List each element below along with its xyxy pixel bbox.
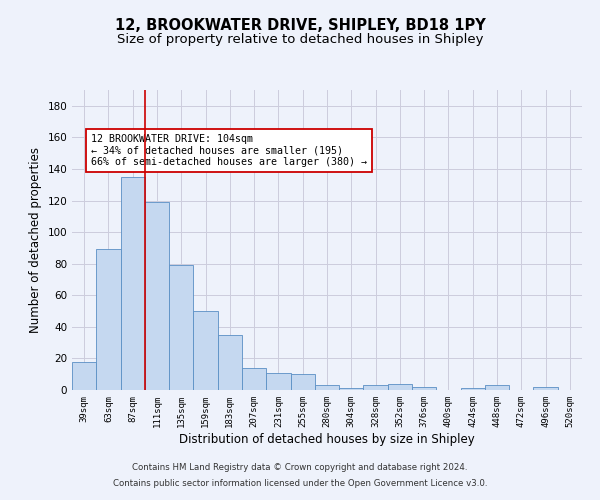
Text: 12 BROOKWATER DRIVE: 104sqm
← 34% of detached houses are smaller (195)
66% of se: 12 BROOKWATER DRIVE: 104sqm ← 34% of det… xyxy=(91,134,367,168)
Bar xyxy=(145,202,169,390)
Bar xyxy=(364,386,388,390)
Bar xyxy=(121,177,145,390)
X-axis label: Distribution of detached houses by size in Shipley: Distribution of detached houses by size … xyxy=(179,432,475,446)
Bar xyxy=(388,384,412,390)
Text: Contains public sector information licensed under the Open Government Licence v3: Contains public sector information licen… xyxy=(113,478,487,488)
Text: 12, BROOKWATER DRIVE, SHIPLEY, BD18 1PY: 12, BROOKWATER DRIVE, SHIPLEY, BD18 1PY xyxy=(115,18,485,32)
Bar xyxy=(315,386,339,390)
Text: Contains HM Land Registry data © Crown copyright and database right 2024.: Contains HM Land Registry data © Crown c… xyxy=(132,464,468,472)
Text: Size of property relative to detached houses in Shipley: Size of property relative to detached ho… xyxy=(117,32,483,46)
Bar xyxy=(169,266,193,390)
Bar xyxy=(193,311,218,390)
Bar xyxy=(412,387,436,390)
Bar xyxy=(290,374,315,390)
Bar xyxy=(266,372,290,390)
Bar xyxy=(461,388,485,390)
Y-axis label: Number of detached properties: Number of detached properties xyxy=(29,147,42,333)
Bar xyxy=(72,362,96,390)
Bar xyxy=(96,250,121,390)
Bar xyxy=(242,368,266,390)
Bar xyxy=(218,334,242,390)
Bar xyxy=(533,387,558,390)
Bar xyxy=(339,388,364,390)
Bar xyxy=(485,386,509,390)
